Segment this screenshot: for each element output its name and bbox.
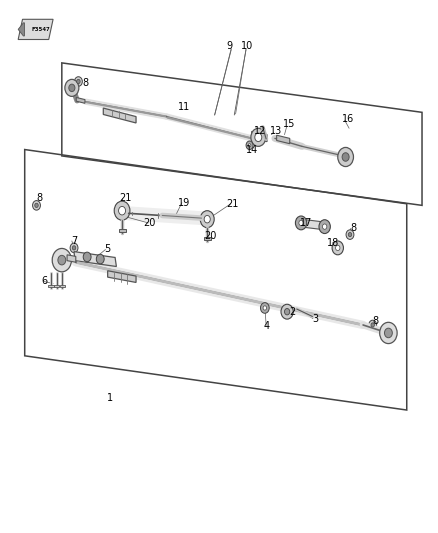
FancyArrow shape — [18, 23, 25, 36]
Circle shape — [342, 153, 349, 161]
Circle shape — [35, 203, 38, 207]
Circle shape — [299, 220, 303, 225]
Circle shape — [72, 246, 76, 250]
Text: 4: 4 — [264, 321, 270, 331]
Polygon shape — [252, 132, 267, 142]
Circle shape — [200, 211, 214, 228]
Text: 21: 21 — [119, 193, 131, 204]
Text: 15: 15 — [283, 119, 295, 129]
Circle shape — [348, 232, 352, 237]
Circle shape — [251, 128, 266, 147]
Polygon shape — [74, 252, 117, 266]
Circle shape — [346, 230, 354, 239]
Text: F3547: F3547 — [32, 27, 50, 32]
Circle shape — [69, 84, 75, 92]
Polygon shape — [67, 255, 76, 262]
Circle shape — [65, 79, 79, 96]
Text: 20: 20 — [143, 218, 155, 228]
Polygon shape — [277, 135, 290, 144]
Circle shape — [263, 306, 267, 310]
Circle shape — [285, 309, 290, 315]
Circle shape — [322, 224, 327, 229]
Text: 12: 12 — [254, 126, 267, 136]
Polygon shape — [54, 285, 59, 287]
Polygon shape — [119, 229, 126, 232]
Polygon shape — [18, 19, 53, 39]
Circle shape — [52, 248, 71, 272]
Circle shape — [119, 206, 126, 215]
Text: 10: 10 — [241, 41, 254, 51]
Circle shape — [261, 303, 269, 313]
Text: 21: 21 — [226, 199, 238, 209]
Polygon shape — [60, 285, 65, 287]
Text: 20: 20 — [204, 231, 216, 241]
Text: 19: 19 — [178, 198, 190, 208]
Circle shape — [369, 320, 377, 330]
Text: 1: 1 — [107, 393, 113, 403]
Circle shape — [248, 144, 251, 147]
Circle shape — [32, 200, 40, 210]
Circle shape — [295, 216, 307, 230]
Circle shape — [332, 241, 343, 255]
Text: 14: 14 — [246, 144, 258, 155]
Circle shape — [77, 79, 80, 84]
Circle shape — [281, 304, 293, 319]
Text: 8: 8 — [83, 78, 89, 88]
Polygon shape — [204, 237, 211, 240]
Polygon shape — [108, 271, 136, 282]
Text: 16: 16 — [342, 114, 354, 124]
Circle shape — [338, 148, 353, 166]
Circle shape — [74, 77, 82, 86]
Text: 17: 17 — [300, 218, 312, 228]
Polygon shape — [103, 108, 136, 123]
Text: 2: 2 — [289, 306, 296, 317]
Text: 8: 8 — [36, 193, 42, 204]
Text: 8: 8 — [350, 223, 357, 233]
Circle shape — [246, 141, 253, 150]
Circle shape — [204, 215, 210, 223]
Circle shape — [255, 133, 262, 142]
Text: 6: 6 — [41, 277, 47, 286]
Circle shape — [319, 220, 330, 233]
Circle shape — [385, 328, 392, 338]
Circle shape — [58, 255, 66, 265]
Circle shape — [96, 254, 104, 264]
Text: 8: 8 — [372, 316, 378, 326]
Text: 7: 7 — [71, 236, 77, 246]
Circle shape — [114, 201, 130, 220]
Polygon shape — [76, 98, 85, 103]
Text: 5: 5 — [105, 245, 111, 254]
Text: 3: 3 — [312, 313, 318, 324]
Circle shape — [336, 245, 340, 251]
Polygon shape — [297, 219, 329, 230]
Text: 11: 11 — [178, 102, 190, 112]
Text: 9: 9 — [227, 41, 233, 51]
Circle shape — [371, 323, 374, 327]
Text: 13: 13 — [270, 126, 282, 136]
Circle shape — [380, 322, 397, 344]
Circle shape — [70, 243, 78, 253]
Circle shape — [83, 252, 91, 262]
Polygon shape — [48, 285, 53, 287]
Text: 18: 18 — [327, 238, 339, 247]
